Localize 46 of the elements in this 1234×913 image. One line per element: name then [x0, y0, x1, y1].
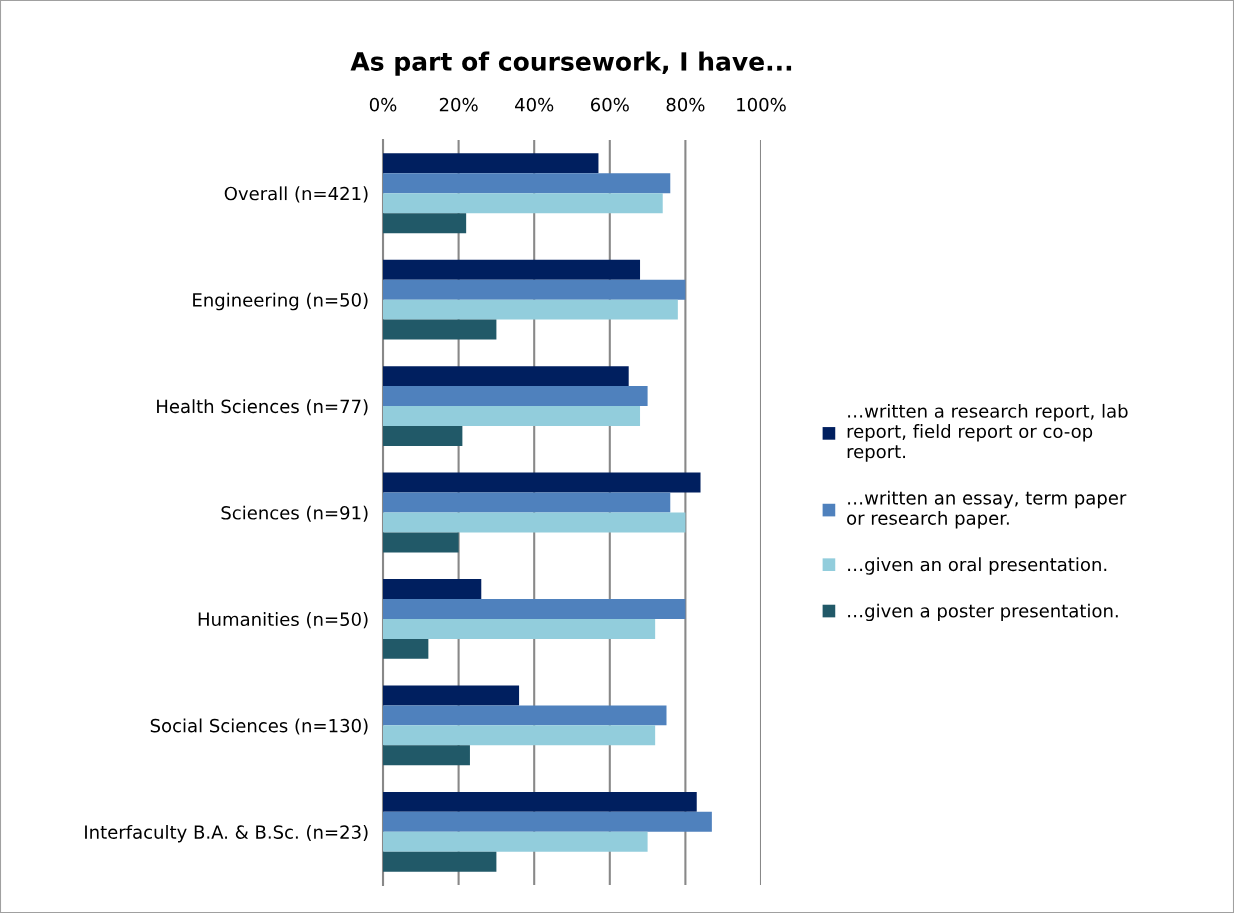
bar	[383, 213, 467, 234]
bar	[383, 426, 463, 446]
legend-label: …written an essay, term paper or research paper.	[847, 490, 1127, 529]
bar	[383, 386, 648, 407]
bar	[383, 193, 663, 214]
x-tick-label: 100%	[737, 97, 786, 112]
x-tick-label: 80%	[666, 97, 705, 112]
y-tick-label: Humanities (n=50)	[198, 612, 368, 629]
bar	[383, 705, 667, 726]
bar	[383, 618, 656, 639]
legend-label: …given a poster presentation.	[848, 603, 1118, 622]
bar	[383, 153, 599, 174]
bar	[383, 598, 686, 619]
chart-title: As part of coursework, I have...	[350, 51, 792, 76]
bar	[383, 366, 629, 387]
bar	[383, 745, 470, 766]
bar	[383, 685, 520, 706]
bar	[383, 851, 497, 872]
bar	[383, 579, 482, 599]
bar	[383, 638, 429, 659]
bar	[383, 791, 697, 812]
y-tick-label: Sciences (n=91)	[221, 505, 368, 522]
x-tick-label: 0%	[369, 97, 397, 112]
bar	[383, 299, 678, 320]
bar	[383, 512, 686, 533]
bar	[383, 831, 648, 852]
y-tick-label: Interfaculty B.A. & B.Sc. (n=23)	[85, 824, 368, 843]
x-tick-label: 40%	[515, 97, 554, 112]
bar	[383, 279, 686, 300]
bar	[383, 319, 497, 340]
legend-label: …written a research report, lab report, field report or co-op report.	[847, 403, 1128, 462]
bar	[383, 532, 459, 553]
legend-label: …given an oral presentation.	[848, 557, 1107, 575]
bar	[383, 492, 671, 513]
bar	[383, 259, 641, 280]
y-tick-label: Engineering (n=50)	[193, 292, 368, 311]
bar	[383, 406, 641, 427]
bar	[383, 811, 712, 832]
x-tick-label: 60%	[591, 97, 629, 112]
bar	[383, 472, 701, 493]
bar	[383, 173, 671, 194]
y-tick-label: Overall (n=421)	[224, 186, 368, 203]
y-tick-label: Health Sciences (n=77)	[157, 399, 368, 416]
bar	[383, 725, 656, 746]
y-tick-label: Social Sciences (n=130)	[150, 718, 368, 735]
x-tick-label: 20%	[439, 97, 478, 112]
